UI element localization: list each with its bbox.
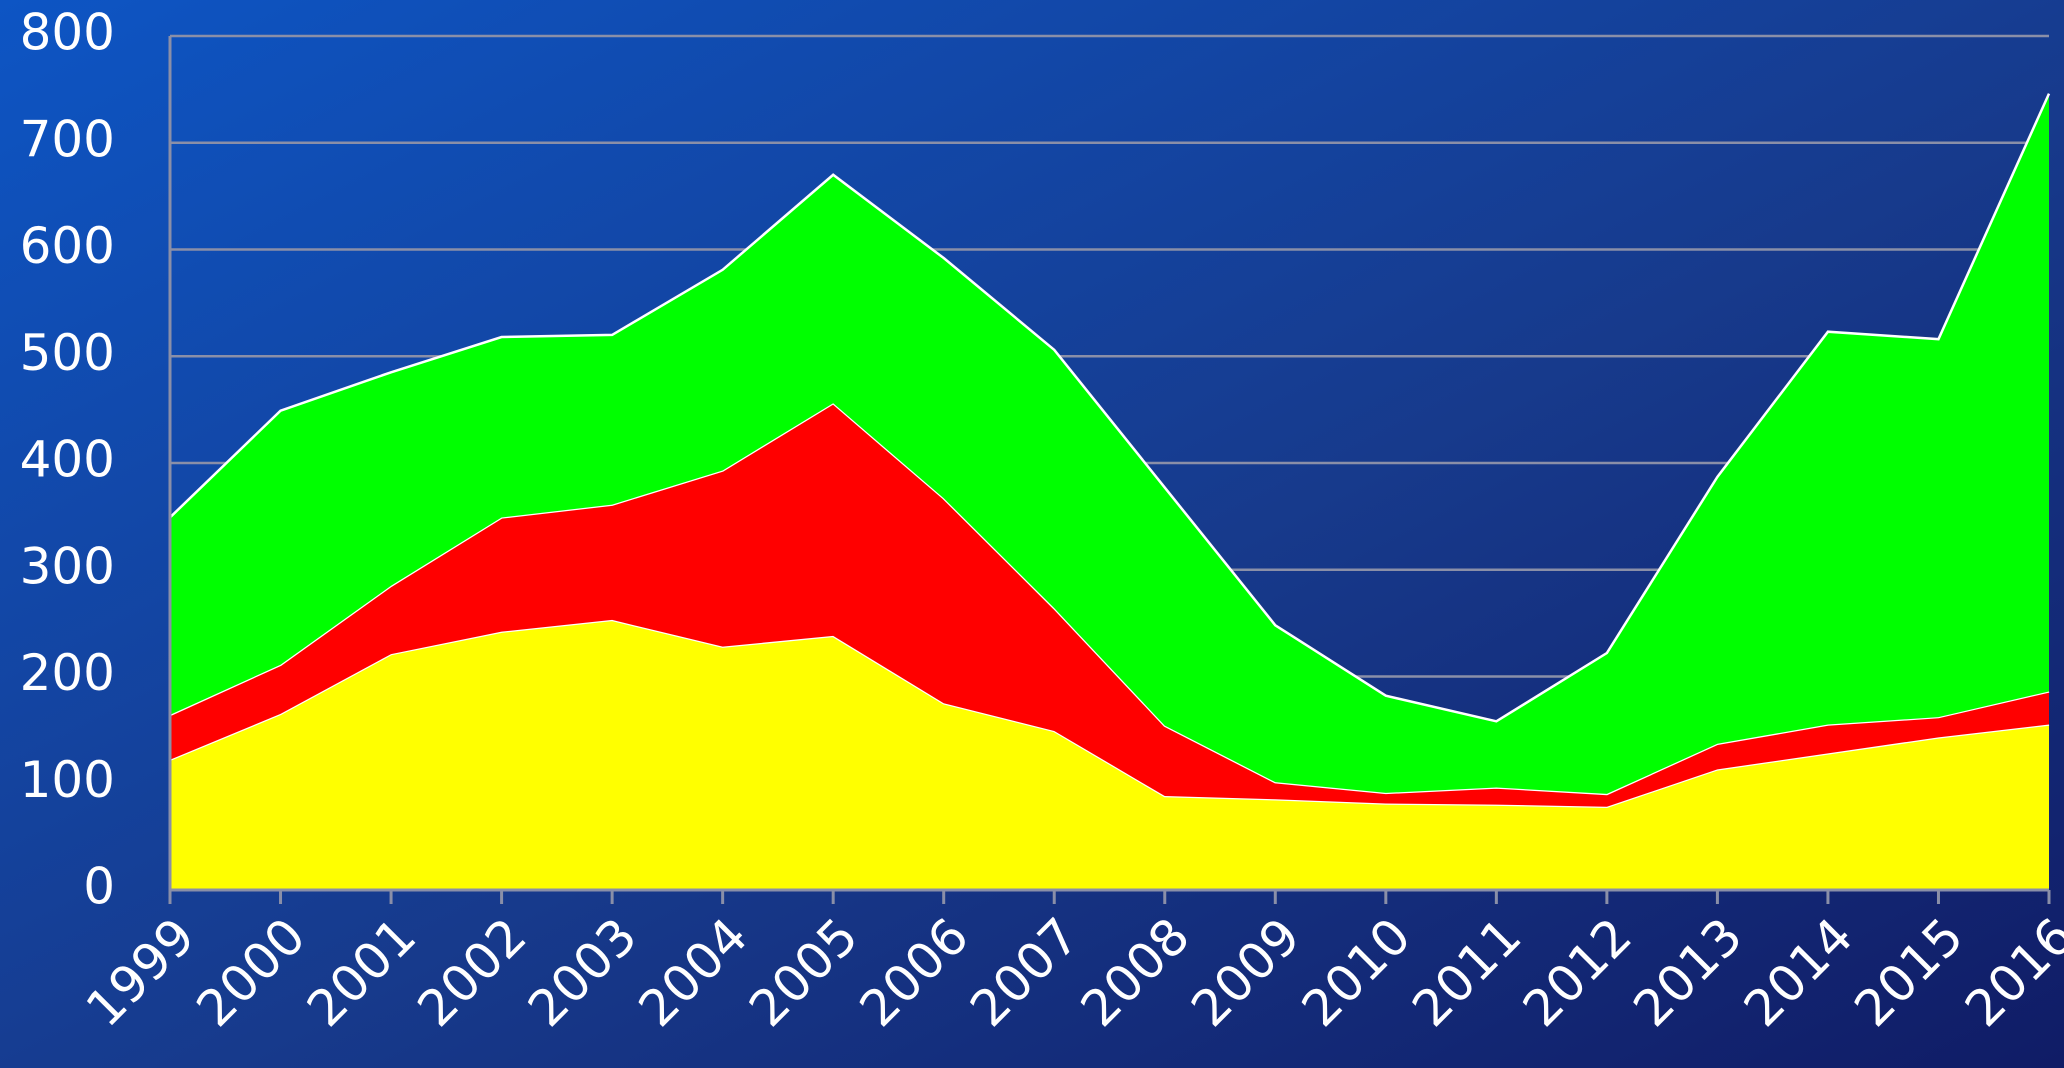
y-tick-label: 100: [20, 751, 115, 809]
area: [170, 93, 2049, 794]
area: [170, 403, 2049, 807]
y-tick-label: 0: [83, 858, 115, 916]
y-tick-label: 400: [20, 431, 115, 489]
y-tick-label: 800: [20, 4, 115, 62]
y-tick-label: 200: [20, 644, 115, 702]
area: [170, 619, 2049, 890]
y-tick-label: 300: [20, 537, 115, 595]
y-tick-label: 500: [20, 324, 115, 382]
area-edge: [169, 93, 2051, 723]
y-tick-label: 600: [20, 217, 115, 275]
area-edge: [169, 401, 2050, 796]
y-tick-label: 700: [20, 110, 115, 168]
